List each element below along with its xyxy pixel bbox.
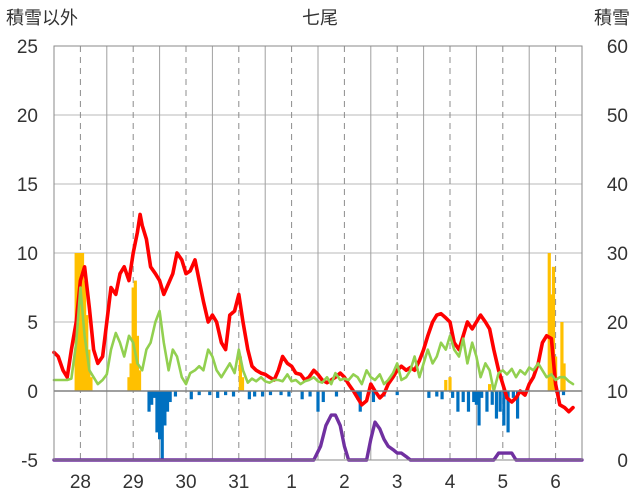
snow_change-bar [231,391,236,397]
snow_change-bar [334,391,339,397]
right-tick-label: 40 [607,175,628,196]
x-tick-label: 29 [123,472,144,493]
snow_change-bar [216,391,220,398]
left-axis-label: 積雪以外 [6,8,78,29]
right-tick-label: 50 [607,106,628,127]
snow_change-bar [506,391,510,433]
snow_change-bar [451,391,455,398]
precipitation-bar [133,280,137,391]
snow_change-bar [247,391,251,400]
snow_change-bar [165,391,170,412]
precipitation-bar [238,356,242,391]
snow_change-bar [173,391,178,397]
snow_change-bar [461,391,465,403]
snow_change-bar [466,391,471,412]
precipitation-bar [444,379,448,391]
snow_change-bar [498,391,502,412]
snow_change-bar [395,391,399,396]
snow_change-bar [472,391,476,403]
snow_change-bar [224,391,228,396]
left-tick-label: -5 [21,451,38,472]
snow_change-bar [300,391,304,400]
snow_change-bar [440,391,444,400]
snow_change-bar [321,391,325,403]
left-tick-label: 0 [27,382,38,403]
snow_change-bar [316,391,320,412]
right-tick-label: 30 [607,244,628,265]
precipitation-bar [131,287,135,391]
snow_change-bar [279,391,283,396]
precipitation-bar [127,377,131,391]
chart-title: 七尾 [302,8,338,29]
snow_change-bar [147,391,151,412]
plot-frame [53,45,583,461]
precipitation-bar [560,322,564,391]
x-tick-label: 4 [445,472,456,493]
precipitation-bar [129,363,133,391]
snow_change-bar [155,391,159,433]
snow_change-bar [427,391,431,398]
snow_change-bar [477,391,481,426]
x-tick-label: 2 [339,472,350,493]
snow_change-bar [435,391,439,397]
precipitation-bar [137,370,142,391]
right-tick-label: 10 [607,382,628,403]
x-tick-label: 28 [70,472,91,493]
right-tick-label: 20 [607,313,628,334]
x-tick-label: 1 [286,472,297,493]
snow_change-bar [152,391,156,398]
precipitation-bar [89,377,93,391]
x-tick-label: 6 [550,472,561,493]
right-tick-label: 0 [617,451,628,472]
wind-line [52,286,575,393]
snow_change-bar [494,391,499,419]
left-tick-label: 15 [17,175,38,196]
snow_change-bar [561,391,566,396]
precipitation-bar [547,253,551,391]
snow_change-bar [485,391,489,412]
snow_change-bar [253,391,257,397]
snow_change-bar [515,391,520,419]
snow_change-bar [158,391,162,440]
snow_change-bar [163,391,167,426]
snow_change-bar [197,391,201,396]
snow_change-bar [160,391,164,460]
axes [53,45,583,461]
snow_change-bar [456,391,460,412]
snow_change-bar [208,391,212,396]
snow_change-bar [474,391,478,405]
left-tick-label: 20 [17,106,38,127]
precipitation-bar [448,377,452,391]
precipitation-bar [78,253,82,391]
x-tick-label: 3 [392,472,403,493]
snow_change-bar [189,391,193,400]
snow_change-bar [511,391,515,398]
snow_change-bar [480,391,484,398]
snow_change-bar [502,391,506,426]
right-tick-label: 60 [607,37,628,58]
left-tick-label: 5 [27,313,38,334]
snow_change-bar [287,391,291,397]
precipitation-bar [551,266,556,391]
left-tick-label: 25 [17,37,38,58]
precipitation-bar [488,384,492,391]
temperature-line [52,212,575,414]
snow_change-bar [150,391,154,405]
x-tick-label: 30 [175,472,196,493]
snow_change-bar [260,391,265,397]
right-axis-label: 積雪 [594,8,630,29]
x-tick-label: 5 [498,472,509,493]
left-tick-label: 10 [17,244,38,265]
snow_change-bar [490,391,494,405]
x-tick-label: 31 [228,472,249,493]
snow_change-bar [308,391,312,397]
snow_change-bar [268,391,273,396]
snow_change-bar [168,391,172,403]
snow_change-bar [371,391,376,403]
precipitation-bar [240,377,245,391]
